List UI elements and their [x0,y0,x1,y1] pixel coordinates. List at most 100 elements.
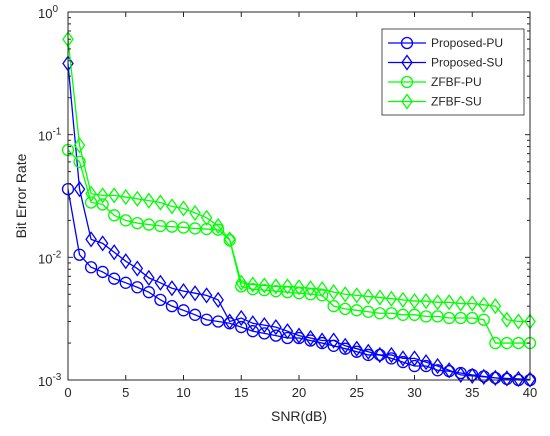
data-point [246,325,259,338]
axes-layer: 0 5 10 15 20 25 30 35 40 100 10-1 10-2 10-3 [38,4,537,400]
data-point [73,180,86,198]
data-point [304,329,317,347]
data-point [327,332,340,349]
data-point [235,274,248,291]
data-point [235,320,248,334]
data-point [212,291,224,308]
data-point [501,311,513,328]
x-tick-label: 0 [64,385,71,400]
series-zfbf-pu [61,143,537,350]
data-point [304,280,317,297]
data-point [119,253,132,270]
data-point [258,327,271,340]
data-point [108,272,121,285]
data-point [281,278,294,295]
series-zfbf-su [62,31,536,330]
legend-item: ZFBF-SU [388,93,482,110]
data-point [119,276,132,289]
data-point [154,274,167,291]
data-point [339,342,352,355]
y-axis-title: Bit Error Rate [13,153,29,238]
data-point [258,317,271,334]
legend-label: ZFBF-SU [431,95,482,109]
x-tick-label: 5 [122,385,129,400]
data-point [84,196,98,209]
data-point [85,185,97,202]
data-point [108,187,120,204]
data-point [96,235,109,252]
data-point [374,346,386,364]
data-point [385,352,398,365]
data-point [362,343,375,360]
data-point [316,281,328,298]
data-point [431,294,444,311]
data-point [419,359,433,373]
data-point [177,304,190,317]
data-point [200,209,213,226]
legend-item: Proposed-SU [388,54,503,71]
data-point [350,345,363,358]
data-point [189,285,201,302]
legend-marker [400,75,414,89]
data-point [408,350,421,367]
data-point [143,192,155,209]
data-point [362,305,375,318]
data-point [270,278,282,295]
data-point [339,286,351,303]
data-point [374,289,386,306]
data-point [200,287,213,304]
data-point [223,313,236,330]
data-point [143,269,155,286]
data-point [154,293,167,307]
x-tick-label: 25 [350,385,364,400]
data-point [96,187,109,204]
data-point [131,190,144,207]
data-point [189,204,201,222]
data-point [385,290,398,307]
data-point [200,313,213,326]
data-point [211,315,225,328]
data-point [177,283,190,300]
legend: Proposed-PU Proposed-SU ZFBF-PU ZFBF-SU [381,28,525,116]
data-point [466,295,479,312]
x-tick-label: 15 [234,385,248,400]
x-tick-label: 10 [176,385,190,400]
data-point [269,329,283,342]
legend-item: ZFBF-PU [388,75,482,89]
data-point [477,313,490,326]
data-point [281,323,294,340]
data-point [420,353,432,371]
y-tick-label: 100 [38,4,58,21]
data-point [396,355,410,369]
data-point [327,284,340,301]
data-point [119,188,132,206]
data-point [258,277,271,294]
data-point [247,276,259,293]
legend-label: ZFBF-PU [431,75,482,89]
data-point [431,310,444,323]
legend-label: Proposed-SU [431,56,503,70]
data-point [154,194,167,211]
data-point [327,299,340,313]
data-point [293,279,305,296]
legend-item: Proposed-PU [388,36,503,50]
x-tick-label: 35 [465,385,479,400]
data-point [385,307,398,320]
data-point [397,350,409,367]
data-point [466,311,479,325]
data-point [350,304,363,317]
data-point [420,292,432,310]
y-tick-label: 10-2 [38,249,62,266]
data-point [524,371,536,388]
series-layer [61,31,537,388]
data-point [73,155,86,169]
data-point [85,231,97,248]
data-point [478,296,490,313]
data-point [166,198,178,215]
data-point [443,362,455,379]
y-tick-label: 10-1 [38,127,62,144]
data-point [235,309,248,327]
data-point [131,216,144,230]
data-point [212,217,224,235]
